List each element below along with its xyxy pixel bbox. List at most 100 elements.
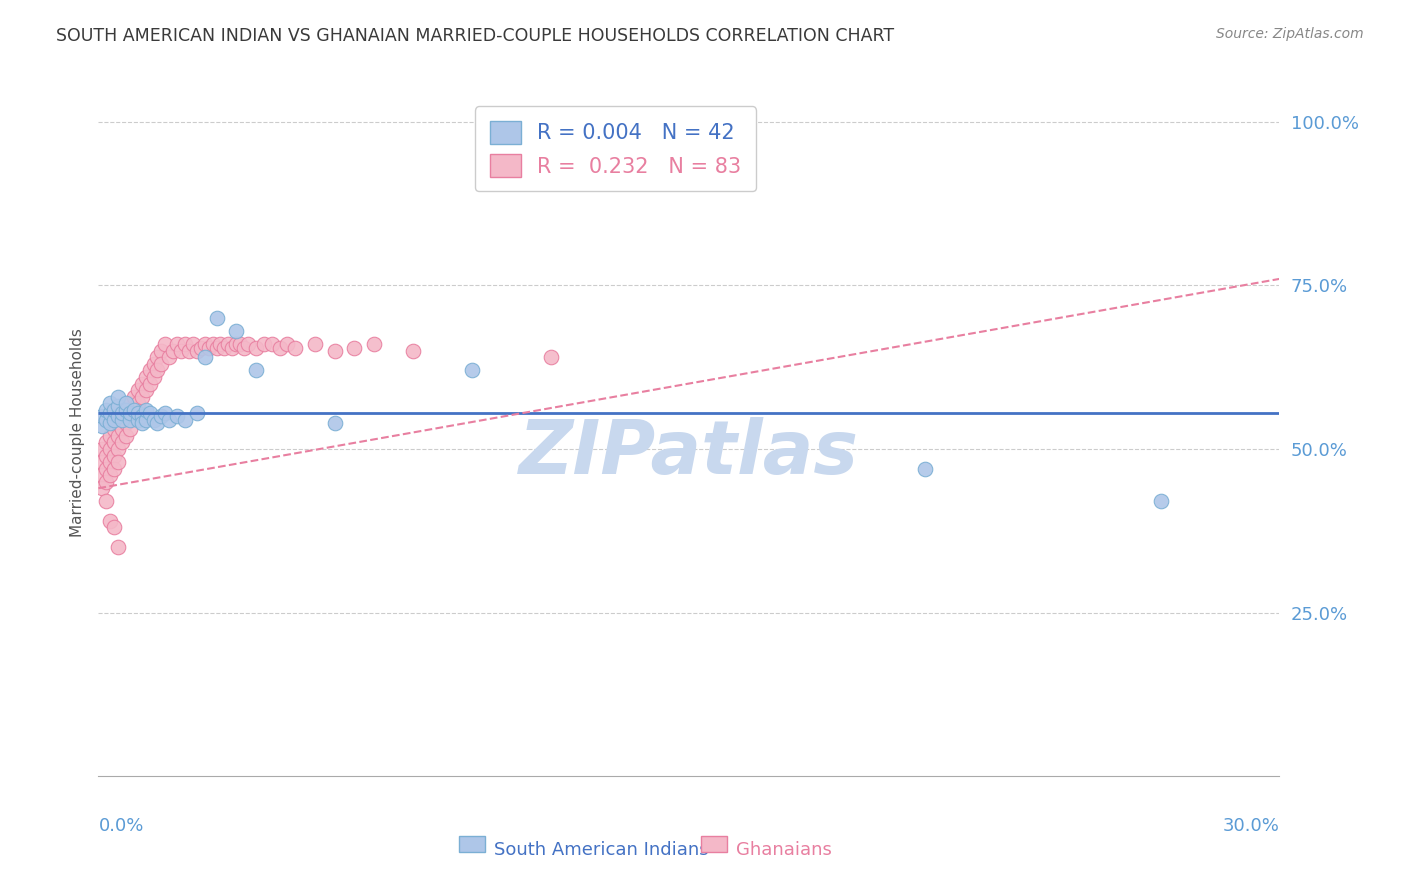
Point [111,406,134,420]
Point [111,412,134,426]
Point [103,422,125,436]
Point [214,341,236,355]
Point [91,409,114,424]
Point [157,351,180,365]
Point [107,442,129,456]
Point [138,363,160,377]
Point [131,409,153,424]
Point [170,343,193,358]
Text: SOUTH AMERICAN INDIAN VS GHANAIAN MARRIED-COUPLE HOUSEHOLDS CORRELATION CHART: SOUTH AMERICAN INDIAN VS GHANAIAN MARRIE… [56,27,894,45]
Point [111,435,134,450]
Point [174,412,197,426]
Point [142,412,165,426]
Point [190,341,212,355]
Point [146,416,169,430]
Point [98,429,121,443]
Point [115,402,138,417]
Point [115,402,138,417]
Point [98,406,121,420]
Point [146,351,169,365]
Point [284,341,307,355]
Point [194,351,217,365]
Point [186,343,208,358]
Point [107,416,129,430]
Y-axis label: Married-couple Households: Married-couple Households [69,328,84,537]
Point [107,390,129,404]
Point [1150,494,1173,508]
Point [194,337,217,351]
Point [103,402,125,417]
Point [260,337,283,351]
Point [197,341,219,355]
Text: Ghanaians: Ghanaians [737,841,832,859]
Point [138,406,160,420]
Point [107,400,129,414]
Point [205,311,228,326]
Point [122,390,145,404]
Point [201,337,224,351]
Point [166,409,188,424]
Point [103,412,125,426]
Point [107,429,129,443]
Text: 30.0%: 30.0% [1223,817,1279,835]
FancyBboxPatch shape [458,837,485,852]
Point [115,429,138,443]
Point [127,412,149,426]
Point [155,406,177,420]
Point [142,357,165,371]
Point [98,468,121,483]
Point [98,455,121,469]
Point [155,337,177,351]
Point [98,396,121,410]
Point [209,337,232,351]
Point [269,341,291,355]
Point [245,341,267,355]
Point [150,357,173,371]
Point [177,343,200,358]
Point [276,337,298,351]
Point [304,337,326,351]
Point [115,396,138,410]
Point [127,406,149,420]
Point [236,337,259,351]
Point [91,442,114,456]
Point [96,435,118,450]
Point [131,390,153,404]
Point [229,337,252,351]
Point [245,363,267,377]
FancyBboxPatch shape [700,837,727,852]
Point [363,337,385,351]
Point [323,416,346,430]
Point [91,481,114,495]
Point [135,402,157,417]
Point [122,402,145,417]
Text: Source: ZipAtlas.com: Source: ZipAtlas.com [1216,27,1364,41]
Point [225,324,247,338]
Point [98,416,121,430]
Text: 0.0%: 0.0% [98,817,143,835]
Point [127,396,149,410]
Point [127,383,149,397]
Text: South American Indians: South American Indians [494,841,709,859]
Point [118,409,141,424]
Text: ZIPatlas: ZIPatlas [519,417,859,490]
Point [914,461,936,475]
Point [103,449,125,463]
Legend: R = 0.004   N = 42, R =  0.232   N = 83: R = 0.004 N = 42, R = 0.232 N = 83 [475,106,756,192]
Point [96,412,118,426]
Point [135,383,157,397]
Point [98,514,121,528]
Point [103,435,125,450]
Point [96,449,118,463]
Point [205,341,228,355]
Point [96,475,118,489]
Point [174,337,197,351]
Point [323,343,346,358]
Point [96,461,118,475]
Point [162,343,184,358]
Point [111,422,134,436]
Point [118,412,141,426]
Point [103,461,125,475]
Point [221,341,243,355]
Point [150,343,173,358]
